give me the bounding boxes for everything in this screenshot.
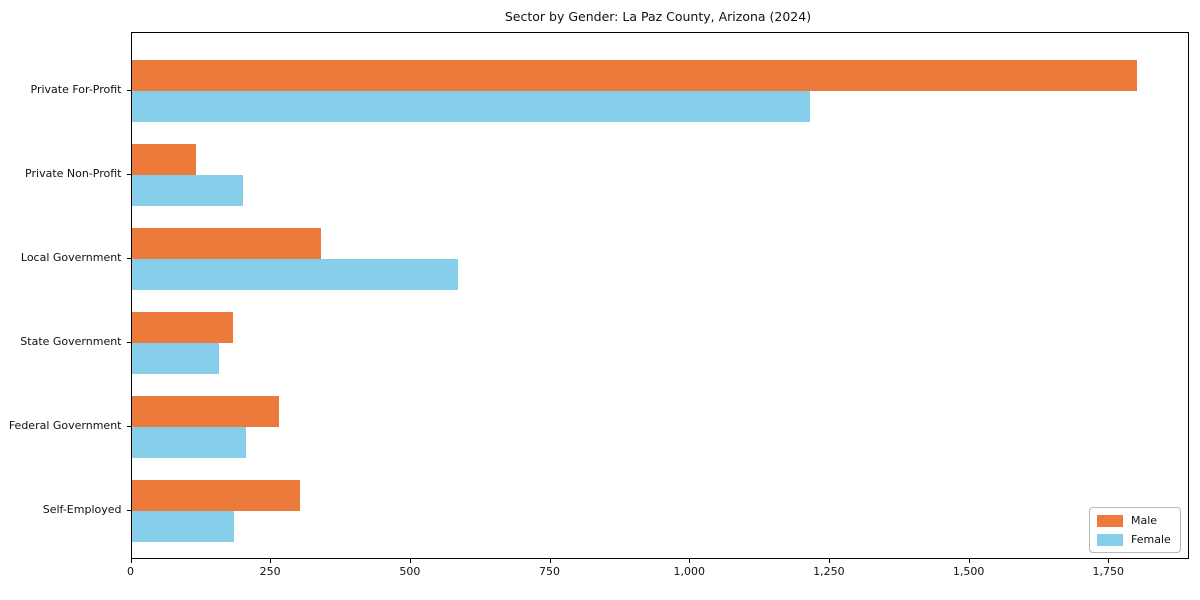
y-axis-category-label: Self-Employed [42, 502, 122, 516]
legend-label-male: Male [1131, 514, 1158, 527]
x-tick-mark [549, 558, 551, 563]
x-tick-mark [270, 558, 272, 563]
x-axis-tick-label: 250 [259, 565, 281, 578]
bar-male-private-non-profit [131, 143, 196, 175]
x-axis-tick-label: 1,750 [1092, 565, 1125, 578]
plot-area [130, 32, 1189, 559]
x-tick-mark [689, 558, 691, 563]
legend: Male Female [1089, 507, 1181, 553]
x-axis-tick-label: 0 [127, 565, 134, 578]
bar-male-local-government [131, 227, 322, 259]
y-tick-mark [126, 509, 131, 511]
x-axis-tick-label: 750 [539, 565, 561, 578]
legend-label-female: Female [1131, 533, 1171, 546]
bar-female-federal-government [131, 426, 247, 458]
bar-female-state-government [131, 342, 219, 374]
bar-male-federal-government [131, 395, 279, 427]
x-tick-mark [828, 558, 830, 563]
bar-male-state-government [131, 311, 234, 343]
bar-female-local-government [131, 258, 459, 290]
bar-female-private-for-profit [131, 90, 811, 122]
y-axis-category-label: Private Non-Profit [25, 166, 122, 180]
y-axis-category-label: Local Government [20, 250, 122, 264]
x-axis-tick-label: 1,500 [952, 565, 985, 578]
x-tick-mark [968, 558, 970, 563]
y-tick-mark [126, 89, 131, 91]
y-tick-mark [126, 425, 131, 427]
x-tick-mark [1108, 558, 1110, 563]
legend-swatch-female [1097, 533, 1123, 546]
bar-female-private-non-profit [131, 174, 244, 206]
x-tick-mark [130, 558, 132, 563]
x-axis-tick-label: 1,250 [813, 565, 845, 578]
x-axis-tick-label: 1,000 [673, 565, 705, 578]
chart-title: Sector by Gender: La Paz County, Arizona… [504, 9, 812, 24]
y-tick-mark [126, 173, 131, 175]
y-axis-category-label: Private For-Profit [30, 82, 122, 96]
y-tick-mark [126, 257, 131, 259]
legend-swatch-male [1097, 514, 1123, 527]
legend-row-female: Female [1097, 533, 1171, 546]
y-axis-category-label: Federal Government [8, 418, 122, 432]
x-tick-mark [409, 558, 411, 563]
bar-male-private-for-profit [131, 59, 1138, 91]
x-axis-tick-label: 500 [399, 565, 421, 578]
bar-female-self-employed [131, 510, 234, 542]
y-tick-mark [126, 341, 131, 343]
bar-male-self-employed [131, 479, 301, 511]
legend-row-male: Male [1097, 514, 1171, 527]
y-axis-category-label: State Government [20, 334, 122, 348]
